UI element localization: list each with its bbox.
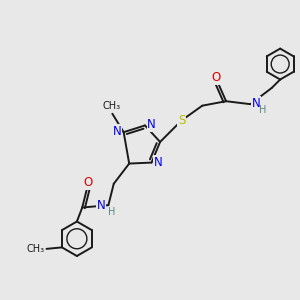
Text: N: N — [154, 156, 163, 169]
Text: O: O — [83, 176, 92, 189]
Text: O: O — [211, 71, 220, 84]
Text: N: N — [112, 125, 121, 138]
Text: CH₃: CH₃ — [27, 244, 45, 254]
Text: N: N — [252, 97, 260, 110]
Text: CH₃: CH₃ — [103, 101, 121, 111]
Text: N: N — [147, 118, 156, 131]
Text: H: H — [108, 207, 115, 217]
Text: H: H — [260, 104, 267, 115]
Text: S: S — [178, 114, 185, 127]
Text: N: N — [97, 199, 105, 212]
